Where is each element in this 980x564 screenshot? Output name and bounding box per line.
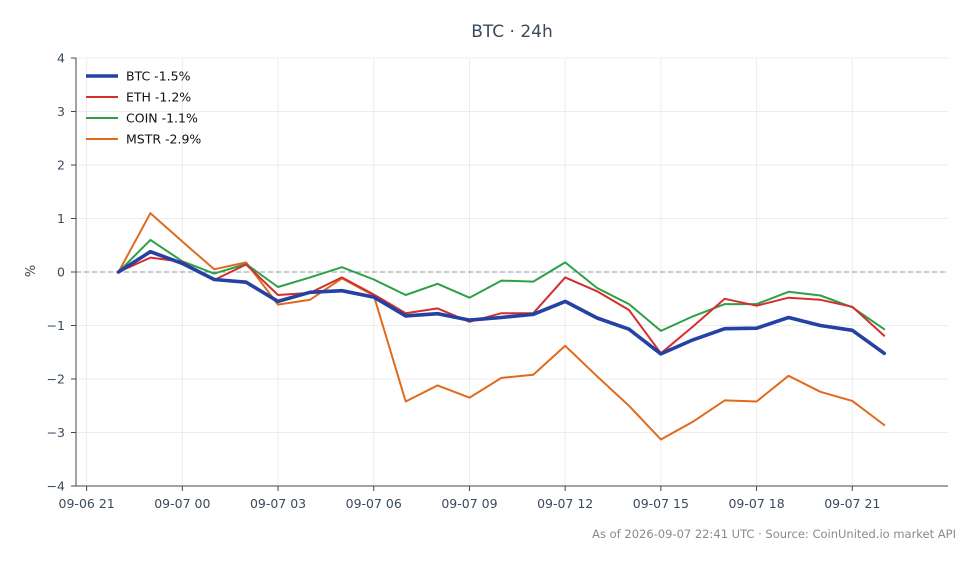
- y-tick-label: 1: [57, 211, 65, 226]
- y-tick-label: −2: [47, 372, 65, 387]
- legend-label-btc: BTC -1.5%: [126, 69, 191, 84]
- x-tick-label: 09-07 12: [537, 496, 593, 511]
- legend-label-eth: ETH -1.2%: [126, 90, 191, 105]
- series-line-mstr: [117, 212, 886, 441]
- grid-layer: [76, 57, 948, 487]
- y-tick-label: −1: [47, 318, 65, 333]
- y-tick-label: −3: [47, 425, 65, 440]
- y-tick-label: 0: [57, 265, 65, 280]
- y-tick-label: 4: [57, 51, 65, 66]
- chart-title: BTC · 24h: [471, 22, 553, 42]
- y-tick-label: 3: [57, 104, 65, 119]
- y-tick-label: −4: [47, 479, 65, 494]
- x-tick-label: 09-07 15: [633, 496, 689, 511]
- series-layer: [116, 212, 887, 441]
- x-tick-label: 09-07 00: [154, 496, 210, 511]
- x-tick-label: 09-07 09: [441, 496, 497, 511]
- x-tick-label: 09-06 21: [59, 496, 115, 511]
- y-tick-label: 2: [57, 158, 65, 173]
- x-tick-label: 09-07 21: [824, 496, 880, 511]
- legend-label-mstr: MSTR -2.9%: [126, 132, 201, 147]
- y-axis-label: %: [24, 265, 39, 277]
- axis-layer: 09-06 21 09-07 00 09-07 03 09-07 06 09-07 09…: [47, 51, 948, 511]
- series-line-btc: [116, 249, 887, 356]
- x-tick-label: 09-07 18: [728, 496, 784, 511]
- legend: BTC -1.5% ETH -1.2% COIN -1.1% MSTR -2.9%: [86, 69, 201, 147]
- source-footer: As of 2026-09-07 22:41 UTC · Source: Coi…: [592, 527, 956, 541]
- legend-label-coin: COIN -1.1%: [126, 111, 198, 126]
- series-line-eth: [117, 256, 886, 355]
- x-tick-label: 09-07 03: [250, 496, 306, 511]
- x-tick-label: 09-07 06: [346, 496, 402, 511]
